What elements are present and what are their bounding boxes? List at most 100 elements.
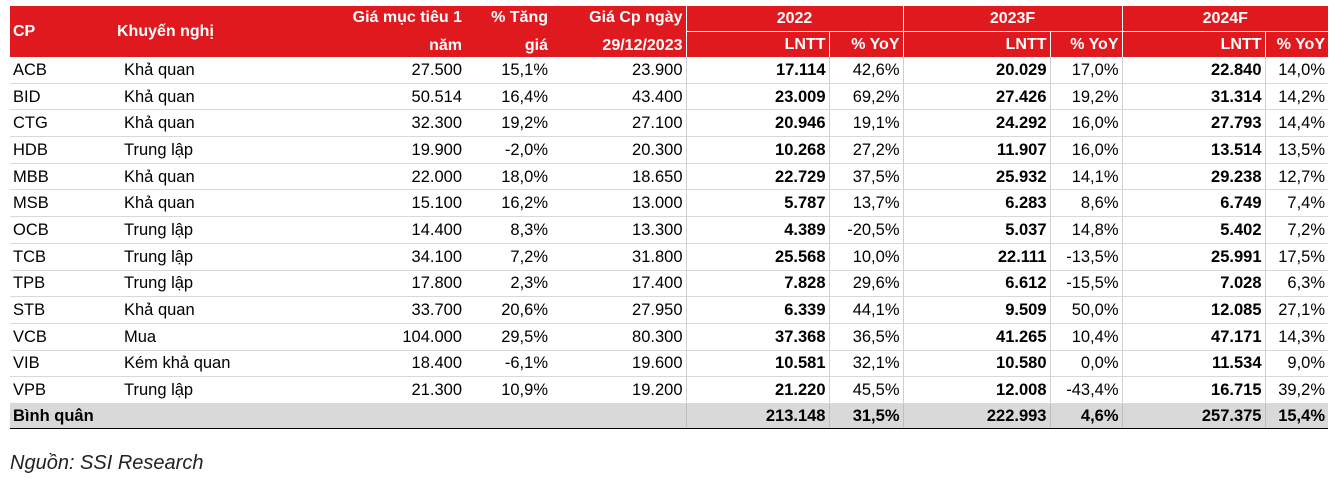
header-lntt-2024f: LNTT	[1121, 31, 1265, 57]
cell-lntt-2022: 23.009	[685, 83, 829, 111]
average-lntt-2024f: 257.375	[1121, 402, 1265, 429]
cell-yoy-2023f: -15,5%	[1049, 270, 1122, 298]
cell-yoy-2023f: 0,0%	[1049, 350, 1122, 378]
cell-upside: 15,1%	[465, 57, 551, 84]
cell-target-price: 33.700	[259, 296, 465, 324]
cell-upside: -2,0%	[465, 136, 551, 164]
cell-lntt-2024f: 27.793	[1121, 109, 1265, 138]
cell-lntt-2023f: 27.426	[902, 83, 1050, 111]
header-upside-line2: giá	[465, 31, 551, 57]
cell-lntt-2024f: 16.715	[1121, 376, 1265, 404]
cell-yoy-2023f: -13,5%	[1049, 243, 1122, 271]
header-target-price-line1: Giá mục tiêu 1	[259, 6, 465, 32]
cell-recommendation: Trung lập	[114, 270, 259, 298]
source-note: Nguồn: SSI Research	[10, 452, 204, 474]
cell-lntt-2024f: 7.028	[1121, 270, 1265, 298]
cell-cp: ACB	[10, 57, 114, 84]
cell-recommendation: Trung lập	[114, 136, 259, 164]
bank-valuation-table: CP Khuyến nghị Giá mục tiêu 1 % Tăng Giá…	[10, 6, 1328, 429]
table-row: CTG Khả quan 32.300 19,2% 27.100 20.946 19,1% 2…	[10, 109, 1328, 138]
cell-yoy-2024f: 14,2%	[1264, 83, 1328, 111]
cell-yoy-2022: 29,6%	[828, 270, 903, 298]
cell-yoy-2022: -20,5%	[828, 216, 903, 244]
cell-lntt-2023f: 41.265	[902, 323, 1050, 351]
cell-target-price: 14.400	[259, 216, 465, 244]
cell-lntt-2022: 6.339	[685, 296, 829, 324]
average-yoy-2024f: 15,4%	[1264, 402, 1328, 429]
table-row: STB Khả quan 33.700 20,6% 27.950 6.339 44,1% 9.…	[10, 296, 1328, 324]
cell-lntt-2022: 10.268	[685, 136, 829, 164]
table-row: VIB Kém khả quan 18.400 -6,1% 19.600 10.581 32…	[10, 350, 1328, 378]
cell-upside: 2,3%	[465, 270, 551, 298]
cell-lntt-2023f: 10.580	[902, 350, 1050, 378]
cell-target-price: 18.400	[259, 350, 465, 378]
cell-price: 80.300	[551, 323, 686, 351]
cell-price: 31.800	[551, 243, 686, 271]
cell-yoy-2023f: 16,0%	[1049, 136, 1122, 164]
header-recommendation: Khuyến nghị	[114, 6, 259, 57]
cell-target-price: 34.100	[259, 243, 465, 271]
cell-yoy-2022: 32,1%	[828, 350, 903, 378]
cell-lntt-2023f: 25.932	[902, 163, 1050, 191]
cell-target-price: 22.000	[259, 163, 465, 191]
cell-lntt-2022: 4.389	[685, 216, 829, 244]
cell-cp: MSB	[10, 189, 114, 218]
cell-upside: 18,0%	[465, 163, 551, 191]
average-lntt-2023f: 222.993	[902, 402, 1050, 429]
cell-target-price: 19.900	[259, 136, 465, 164]
cell-yoy-2024f: 39,2%	[1264, 376, 1328, 404]
cell-lntt-2022: 10.581	[685, 350, 829, 378]
cell-yoy-2024f: 6,3%	[1264, 270, 1328, 298]
cell-yoy-2022: 45,5%	[828, 376, 903, 404]
cell-recommendation: Khả quan	[114, 109, 259, 138]
header-year-2024f: 2024F	[1121, 6, 1328, 32]
cell-yoy-2023f: 17,0%	[1049, 57, 1122, 84]
cell-cp: VPB	[10, 376, 114, 404]
cell-yoy-2024f: 17,5%	[1264, 243, 1328, 271]
cell-lntt-2024f: 31.314	[1121, 83, 1265, 111]
cell-recommendation: Khả quan	[114, 163, 259, 191]
cell-lntt-2024f: 22.840	[1121, 57, 1265, 84]
cell-price: 18.650	[551, 163, 686, 191]
table-footer: Bình quân 213.148 31,5% 222.993 4,6% 257…	[10, 402, 1328, 429]
header-lntt-2022: LNTT	[685, 31, 829, 57]
cell-yoy-2022: 69,2%	[828, 83, 903, 111]
cell-lntt-2024f: 13.514	[1121, 136, 1265, 164]
cell-price: 19.600	[551, 350, 686, 378]
cell-cp: BID	[10, 83, 114, 111]
cell-recommendation: Trung lập	[114, 376, 259, 404]
header-target-price-line2: năm	[259, 31, 465, 57]
table-row: TPB Trung lập 17.800 2,3% 17.400 7.828 29,6% 6.…	[10, 270, 1328, 298]
table-row: HDB Trung lập 19.900 -2,0% 20.300 10.268 27,2%…	[10, 136, 1328, 164]
table-row: OCB Trung lập 14.400 8,3% 13.300 4.389 -20,5% 5…	[10, 216, 1328, 244]
cell-yoy-2024f: 27,1%	[1264, 296, 1328, 324]
cell-lntt-2023f: 24.292	[902, 109, 1050, 138]
cell-price: 43.400	[551, 83, 686, 111]
cell-recommendation: Khả quan	[114, 83, 259, 111]
cell-target-price: 15.100	[259, 189, 465, 218]
cell-recommendation: Kém khả quan	[114, 350, 259, 378]
cell-upside: 29,5%	[465, 323, 551, 351]
header-cp: CP	[10, 6, 114, 57]
cell-cp: TCB	[10, 243, 114, 271]
cell-target-price: 27.500	[259, 57, 465, 84]
cell-upside: 7,2%	[465, 243, 551, 271]
header-price-line2: 29/12/2023	[551, 31, 686, 57]
header-yoy-2023f: % YoY	[1049, 31, 1122, 57]
cell-upside: 8,3%	[465, 216, 551, 244]
cell-yoy-2024f: 14,4%	[1264, 109, 1328, 138]
cell-yoy-2022: 36,5%	[828, 323, 903, 351]
cell-recommendation: Trung lập	[114, 216, 259, 244]
cell-recommendation: Khả quan	[114, 296, 259, 324]
cell-lntt-2022: 7.828	[685, 270, 829, 298]
cell-recommendation: Khả quan	[114, 57, 259, 84]
cell-cp: VIB	[10, 350, 114, 378]
header-year-2023f: 2023F	[902, 6, 1122, 32]
cell-recommendation: Khả quan	[114, 189, 259, 218]
cell-cp: STB	[10, 296, 114, 324]
cell-lntt-2024f: 47.171	[1121, 323, 1265, 351]
cell-lntt-2024f: 29.238	[1121, 163, 1265, 191]
cell-yoy-2024f: 13,5%	[1264, 136, 1328, 164]
table-row: VPB Trung lập 21.300 10,9% 19.200 21.220 45,5%…	[10, 376, 1328, 404]
cell-cp: OCB	[10, 216, 114, 244]
